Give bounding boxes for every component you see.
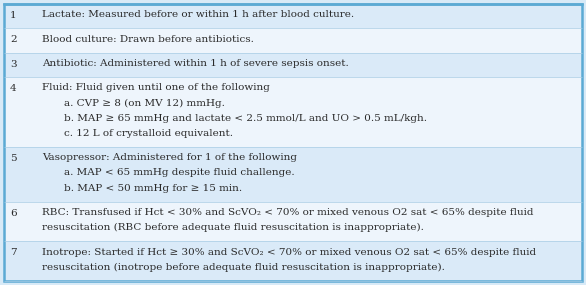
- Text: 5: 5: [10, 154, 16, 163]
- Text: Vasopressor: Administered for 1 of the following: Vasopressor: Administered for 1 of the f…: [42, 153, 297, 162]
- Text: Lactate: Measured before or within 1 h after blood culture.: Lactate: Measured before or within 1 h a…: [42, 10, 354, 19]
- Text: resuscitation (inotrope before adequate fluid resuscitation is inappropriate).: resuscitation (inotrope before adequate …: [42, 263, 445, 272]
- Bar: [4, 77, 582, 147]
- Bar: [4, 202, 582, 241]
- Text: Blood culture: Drawn before antibiotics.: Blood culture: Drawn before antibiotics.: [42, 34, 254, 44]
- Text: a. CVP ≥ 8 (on MV 12) mmHg.: a. CVP ≥ 8 (on MV 12) mmHg.: [64, 99, 225, 108]
- Text: Inotrope: Started if Hct ≥ 30% and ScVO₂ < 70% or mixed venous O2 sat < 65% desp: Inotrope: Started if Hct ≥ 30% and ScVO₂…: [42, 248, 536, 256]
- Bar: [4, 241, 582, 281]
- Bar: [4, 4, 582, 28]
- Bar: [4, 53, 582, 77]
- Bar: [4, 28, 582, 53]
- Text: 2: 2: [10, 35, 16, 44]
- Text: b. MAP < 50 mmHg for ≥ 15 min.: b. MAP < 50 mmHg for ≥ 15 min.: [64, 184, 242, 193]
- Text: c. 12 L of crystalloid equivalent.: c. 12 L of crystalloid equivalent.: [64, 129, 233, 138]
- Text: a. MAP < 65 mmHg despite fluid challenge.: a. MAP < 65 mmHg despite fluid challenge…: [64, 168, 295, 178]
- Text: 4: 4: [10, 84, 16, 93]
- Text: resuscitation (RBC before adequate fluid resuscitation is inappropriate).: resuscitation (RBC before adequate fluid…: [42, 223, 424, 232]
- Text: 7: 7: [10, 248, 16, 257]
- Text: 6: 6: [10, 209, 16, 218]
- Text: b. MAP ≥ 65 mmHg and lactate < 2.5 mmol/L and UO > 0.5 mL/kgh.: b. MAP ≥ 65 mmHg and lactate < 2.5 mmol/…: [64, 114, 427, 123]
- Text: 3: 3: [10, 60, 16, 69]
- Text: RBC: Transfused if Hct < 30% and ScVO₂ < 70% or mixed venous O2 sat < 65% despit: RBC: Transfused if Hct < 30% and ScVO₂ <…: [42, 208, 533, 217]
- Bar: [4, 147, 582, 202]
- Text: Antibiotic: Administered within 1 h of severe sepsis onset.: Antibiotic: Administered within 1 h of s…: [42, 59, 349, 68]
- Text: Fluid: Fluid given until one of the following: Fluid: Fluid given until one of the foll…: [42, 83, 270, 92]
- Text: 1: 1: [10, 11, 16, 20]
